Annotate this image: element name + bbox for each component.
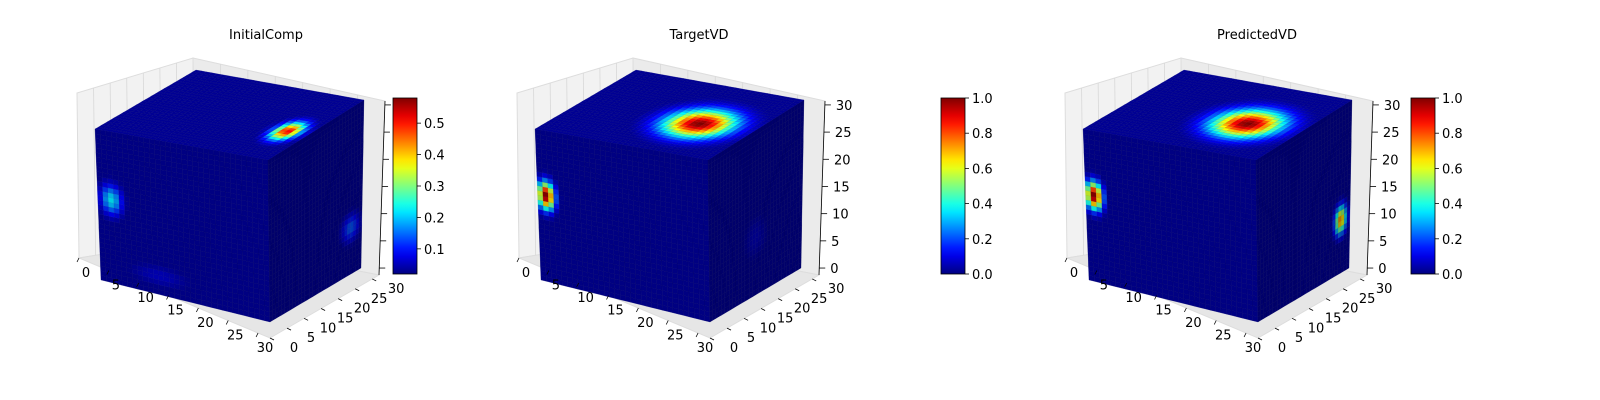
colorbar-tick-label: 0.3 <box>424 180 445 195</box>
x-tick-label: 0 <box>82 266 90 281</box>
y-tick-label: 0 <box>290 341 298 356</box>
x-tick-label: 10 <box>137 291 154 306</box>
voxel-cell <box>240 160 247 167</box>
colorbar: 0.1 0.2 0.3 0.4 0.5 <box>392 97 445 275</box>
y-tick-label: 10 <box>320 321 337 336</box>
x-tick-label: 15 <box>167 304 184 319</box>
panel-title: TargetVD <box>668 28 728 43</box>
y-tick <box>372 278 377 282</box>
y-tick <box>354 288 360 292</box>
y-tick <box>320 308 326 311</box>
panel-title: InitialComp <box>229 28 303 43</box>
grid-line <box>93 87 96 256</box>
x-tick-label: 25 <box>227 329 244 344</box>
y-tick <box>286 327 292 331</box>
x-tick-label: 30 <box>257 341 274 356</box>
voxel-cube <box>534 69 805 323</box>
y-tick-label: 30 <box>388 282 405 297</box>
x-tick <box>76 257 80 263</box>
x-tick <box>255 332 259 338</box>
x-tick <box>225 320 229 325</box>
y-tick <box>303 317 309 321</box>
y-tick-label: 20 <box>354 302 371 317</box>
y-tick-label: 15 <box>337 311 354 326</box>
colorbar-tick-label: 0.4 <box>424 149 445 164</box>
y-tick <box>269 337 275 341</box>
cube-face-front <box>94 128 271 323</box>
y-tick <box>337 298 343 301</box>
colorbar-tick-label: 0.2 <box>424 211 445 226</box>
y-tick-label: 25 <box>371 292 388 307</box>
colorbar-tick-label: 0.1 <box>424 243 445 258</box>
x-tick <box>196 307 199 313</box>
colorbar-tick-label: 0.5 <box>424 117 445 132</box>
colorbar-gradient <box>392 97 418 275</box>
voxel-cube <box>94 69 365 323</box>
x-tick-label: 20 <box>197 316 214 331</box>
cube-face-front <box>534 128 711 323</box>
x-tick-label: 5 <box>112 279 120 294</box>
voxel-cell <box>680 160 687 167</box>
y-tick-label: 5 <box>307 331 315 346</box>
